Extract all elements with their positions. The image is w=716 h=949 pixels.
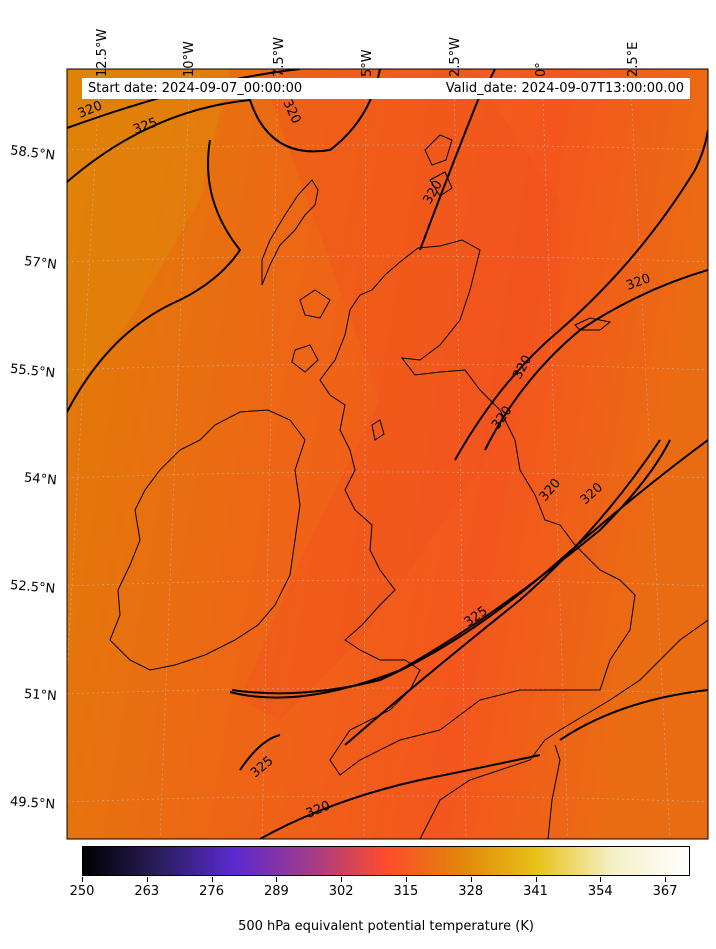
map-frame — [66, 68, 709, 840]
colorbar-tick — [600, 877, 602, 882]
lon-label: 5°W — [360, 49, 375, 77]
lon-label: 7.5°W — [272, 36, 287, 77]
lon-label: 2.5°E — [626, 41, 641, 77]
valid-date-label: Valid_date: 2024-09-07T13:00:00.00 — [445, 81, 684, 96]
contour-325-band-a — [231, 439, 708, 695]
contour-320-front-b — [454, 129, 708, 461]
lat-label: 54°N — [23, 470, 58, 489]
contour-320-southeast — [559, 689, 708, 741]
contour-325-band-b — [229, 439, 671, 699]
colorbar-title: 500 hPa equivalent potential temperature… — [238, 919, 534, 934]
contour-320-west — [67, 139, 242, 413]
colorbar-tick-label: 341 — [523, 884, 548, 899]
colorbar-tick — [535, 877, 537, 882]
lat-label: 51°N — [23, 686, 58, 705]
colorbar-tick-label: 328 — [458, 884, 484, 899]
lon-label: 10°W — [182, 41, 197, 77]
contour-325-south — [239, 734, 281, 771]
colorbar-tick-label: 250 — [69, 884, 95, 899]
contour-320-south — [259, 754, 541, 839]
lon-label: 12.5°W — [95, 28, 110, 77]
colorbar-tick — [82, 877, 83, 882]
contour-320-front-a — [484, 269, 708, 451]
colorbar-tick-label: 289 — [263, 884, 289, 899]
colorbar-tick-label: 354 — [587, 884, 613, 899]
ireland-coast — [109, 409, 306, 671]
colorbar-tick — [665, 877, 667, 882]
info-bar: Start date: 2024-09-07_00:00:00 Valid_da… — [82, 78, 690, 99]
orkney — [424, 134, 453, 166]
lon-label: 2.5°W — [448, 36, 463, 77]
warm-band — [240, 69, 560, 720]
colorbar-tick — [276, 877, 278, 882]
great-britain-coast — [319, 239, 636, 776]
lat-label: 49.5°N — [9, 794, 56, 813]
colorbar-tick-label: 276 — [199, 884, 224, 899]
colorbar — [82, 846, 690, 876]
contours — [67, 69, 708, 839]
colorbar-tick-label: 315 — [393, 884, 419, 899]
isle-of-man — [371, 419, 385, 441]
contour-325-north — [67, 69, 381, 183]
colorbar-tick — [146, 877, 148, 882]
coastlines — [109, 134, 708, 839]
continent-coast — [419, 619, 708, 839]
lon-label: 0° — [534, 62, 549, 77]
colorbar-tick — [405, 877, 407, 882]
colorbar-tick — [341, 877, 343, 882]
colorbar-tick — [470, 877, 472, 882]
colorbar-tick — [211, 877, 213, 882]
contour-320-band-c — [344, 439, 661, 746]
colorbar-tick-label: 263 — [134, 884, 160, 899]
colorbar-tick-label: 367 — [652, 884, 678, 899]
colorbar-tick-label: 302 — [328, 884, 354, 899]
hebrides — [261, 179, 319, 286]
start-date-label: Start date: 2024-09-07_00:00:00 — [88, 81, 303, 96]
